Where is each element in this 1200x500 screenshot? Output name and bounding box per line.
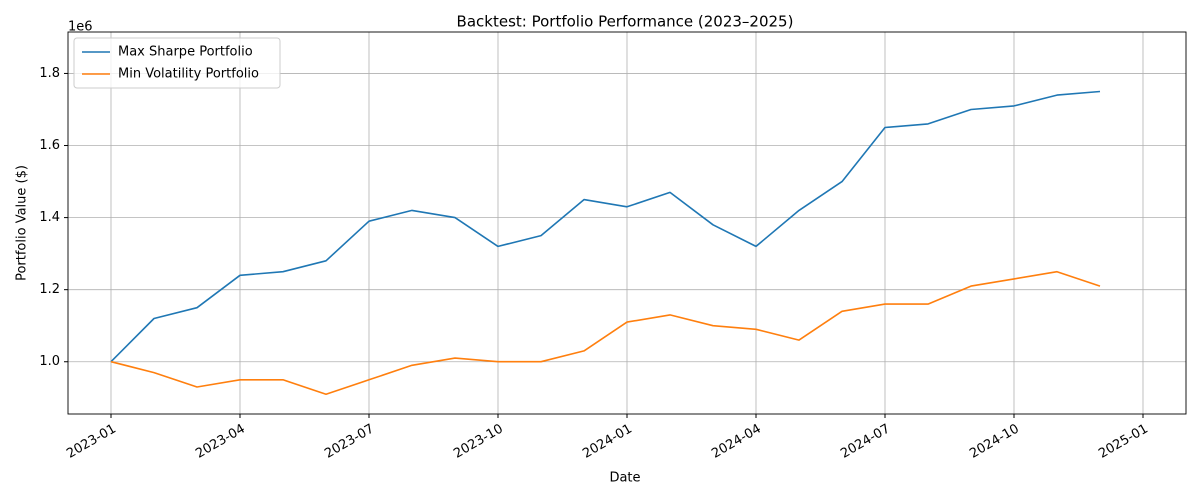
legend: Max Sharpe Portfolio Min Volatility Portf… [73,37,281,89]
series-line [110,270,1101,395]
y-tick-label: 1.6 [39,138,60,153]
y-axis-label: Portfolio Value ($) [15,165,30,281]
y-tick-label: 1.0 [39,354,60,369]
legend-label: Max Sharpe Portfolio [118,45,253,60]
legend-box [73,37,281,89]
legend-label: Min Volatility Portfolio [118,67,259,82]
chart-title: Backtest: Portfolio Performance (2023–20… [457,13,794,31]
y-offset-label: 1e6 [68,20,93,35]
y-tick-label: 1.4 [39,210,60,225]
x-axis-label: Date [609,471,640,486]
y-tick-label: 1.2 [39,282,60,297]
plot-frame [67,31,1187,415]
series-line [110,90,1101,363]
y-tick-label: 1.8 [39,66,60,81]
